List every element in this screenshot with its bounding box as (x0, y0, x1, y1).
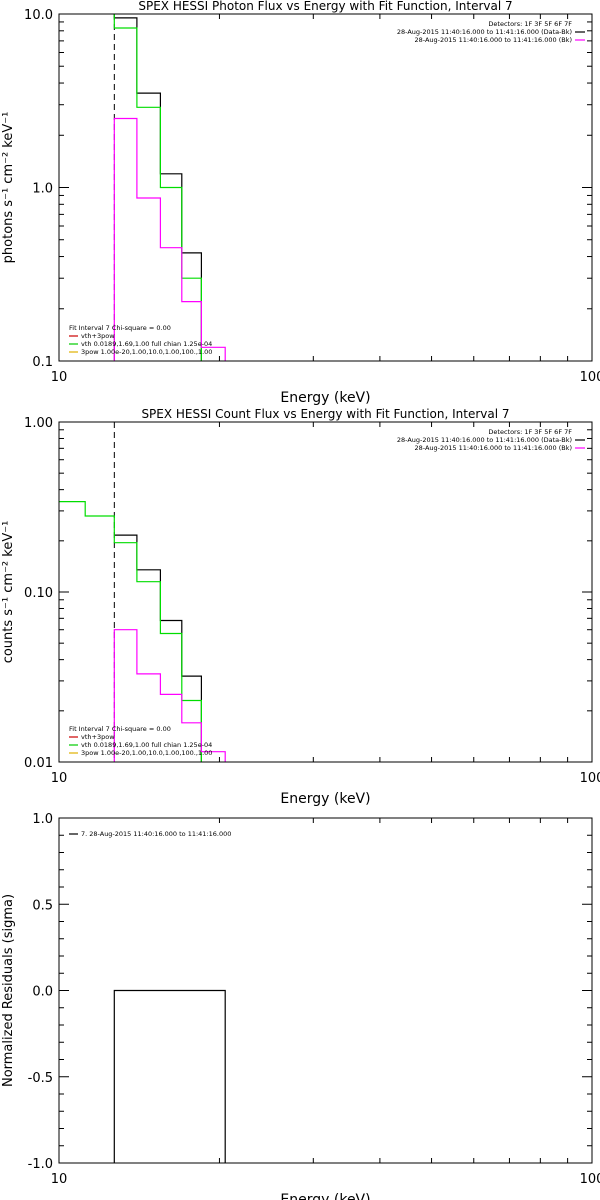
legend-entry: 3pow 1.00e-20,1.00,10.0,1.00,100.,1.00 (81, 348, 212, 356)
header-line: 28-Aug-2015 11:40:16.000 to 11:41:16.000… (415, 36, 572, 44)
legend-entry: vth+3pow (81, 733, 115, 741)
header-line: Detectors: 1F 3F 5F 6F 7F (488, 20, 572, 28)
series-line-2 (113, 14, 202, 361)
plot-panel-2: SPEX HESSI Count Flux vs Energy with Fit… (1, 407, 600, 807)
series-line-3 (113, 117, 226, 361)
header-line: 28-Aug-2015 11:40:16.000 to 11:41:16.000… (397, 436, 572, 444)
y-ticks (59, 421, 592, 763)
plot-frame (58, 13, 593, 362)
data-layer (113, 14, 226, 361)
y-axis-label: Normalized Residuals (sigma) (1, 894, 16, 1087)
x-tick-label: 100 (580, 771, 600, 786)
legend-entry: 7. 28-Aug-2015 11:40:16.000 to 11:41:16.… (81, 830, 231, 838)
y-tick-label: 0.1 (32, 355, 53, 370)
y-tick-label: -0.5 (28, 1071, 53, 1086)
header-line: Detectors: 1F 3F 5F 6F 7F (488, 428, 572, 436)
x-tick-label: 10 (51, 1172, 68, 1187)
y-axis-label: counts s⁻¹ cm⁻² keV⁻¹ (1, 521, 16, 664)
legend-entry: vth+3pow (81, 332, 115, 340)
chart-title: SPEX HESSI Photon Flux vs Energy with Fi… (138, 0, 512, 13)
legend-entry: 3pow 1.00e-20,1.00,10.0,1.00,100.,1.00 (81, 749, 212, 757)
y-tick-label: 1.0 (32, 812, 53, 827)
series-line-3 (113, 629, 226, 762)
data-layer (113, 989, 226, 1163)
legend-entry: vth 0.0189,1.69,1.00 full chian 1.25e-04 (81, 340, 212, 348)
header-line: 28-Aug-2015 11:40:16.000 to 11:41:16.000… (415, 444, 572, 452)
plot-frame (58, 421, 593, 763)
x-tick-label: 100 (580, 1172, 600, 1187)
fit-legend: Fit Interval 7 Chi-square = 0.00vth+3pow… (69, 324, 212, 356)
y-ticks (59, 13, 592, 362)
x-tick-label: 10 (51, 370, 68, 385)
series-line-1 (113, 14, 202, 361)
y-tick-label: -1.0 (28, 1157, 53, 1172)
chart-title: SPEX HESSI Count Flux vs Energy with Fit… (141, 407, 509, 421)
y-tick-label: 10.0 (24, 8, 53, 23)
plot-panel-1: SPEX HESSI Photon Flux vs Energy with Fi… (1, 0, 600, 406)
series-line-1 (113, 989, 226, 1163)
plot-panel-3: 10 100 Energy (keV) -1.0 -0.5 0.0 0.5 1.0 Normal… (1, 812, 600, 1200)
x-axis-label: Energy (keV) (280, 1192, 370, 1200)
legend-entry: vth 0.0189,1.69,1.00 full chian 1.25e-04 (81, 741, 212, 749)
y-tick-label: 1.0 (32, 182, 53, 197)
x-ticks (58, 14, 593, 361)
series-line-2 (59, 501, 202, 762)
fit-interval-text: Fit Interval 7 Chi-square = 0.00 (69, 725, 171, 733)
x-axis-label: Energy (keV) (280, 390, 370, 406)
x-tick-label: 10 (51, 771, 68, 786)
residual-legend: 7. 28-Aug-2015 11:40:16.000 to 11:41:16.… (69, 830, 231, 838)
y-tick-label: 0.5 (32, 898, 53, 913)
plot-frame (58, 817, 593, 1164)
y-tick-label: 0.0 (32, 985, 53, 1000)
x-tick-label: 100 (580, 370, 600, 385)
fit-legend: Fit Interval 7 Chi-square = 0.00vth+3pow… (69, 725, 212, 757)
y-tick-label: 1.00 (24, 416, 53, 431)
x-axis-label: Energy (keV) (280, 791, 370, 807)
y-tick-label: 0.01 (24, 756, 53, 771)
x-ticks (58, 422, 593, 762)
y-axis-label: photons s⁻¹ cm⁻² keV⁻¹ (1, 112, 16, 264)
fit-interval-text: Fit Interval 7 Chi-square = 0.00 (69, 324, 171, 332)
header-line: 28-Aug-2015 11:40:16.000 to 11:41:16.000… (397, 28, 572, 36)
y-tick-label: 0.10 (24, 586, 53, 601)
data-layer (59, 422, 226, 762)
